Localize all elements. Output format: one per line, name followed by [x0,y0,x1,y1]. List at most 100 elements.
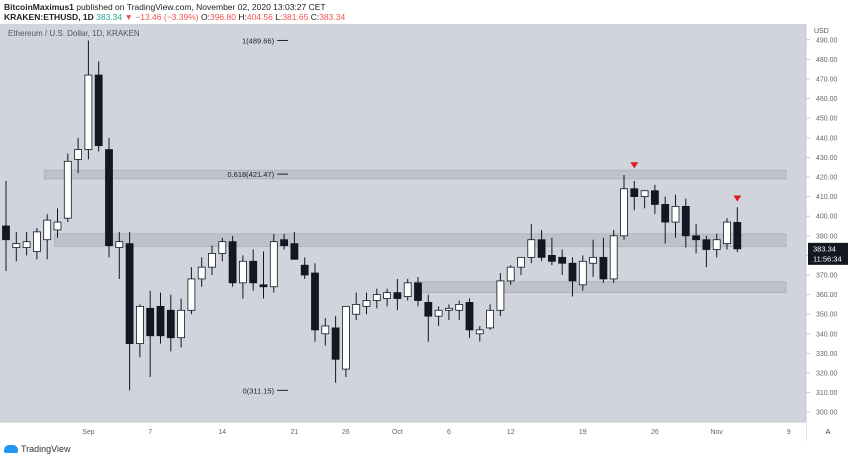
high-value: 404.56 [246,12,273,22]
candle-up [444,307,453,311]
candle-up [218,241,227,254]
candle-up [383,292,392,299]
candle-down [331,327,340,360]
auto-scale-button[interactable]: A [825,427,830,436]
candle-up [352,303,361,315]
open-value: 396.80 [209,12,236,22]
time-tick-label: 21 [291,429,299,436]
plot-area[interactable] [0,24,806,422]
candle-down [311,272,319,331]
candle-up [135,305,144,344]
candle-up [640,190,649,198]
price-tick-label: 470.00 [816,77,838,84]
candle-down [94,74,103,147]
candle-down [599,256,608,280]
candle-up [517,256,525,268]
candle-up [671,205,680,223]
logo-text: TradingView [21,444,71,454]
low-value: 381.65 [282,12,309,22]
price-tick-label: 390.00 [816,233,838,240]
fib-level-label: 0(311.15) [243,386,275,395]
price-axis-unit: USD [814,28,829,35]
footer-bar: TradingView [0,441,850,459]
candle-up [609,235,618,280]
candle-down [228,241,237,284]
candle-up [620,188,628,237]
candle-up [372,294,381,301]
current-price-value: 383.34 [813,244,836,253]
close-label: C: [310,12,320,22]
sr-zone [414,281,787,293]
price-tick-label: 310.00 [816,390,838,397]
author-name[interactable]: BitcoinMaximus1 [4,2,74,12]
time-tick-label: Sep [82,429,95,436]
sr-zone [43,169,787,180]
time-tick-label: 14 [218,429,226,436]
candle-up [238,260,247,284]
time-tick-label: 12 [507,429,515,436]
price-tick-label: 300.00 [816,410,838,417]
candle-up [723,221,731,245]
price-tick-label: 420.00 [816,175,838,182]
time-axis[interactable] [0,422,806,441]
price-tick-label: 430.00 [816,155,838,162]
symbol-label: KRAKEN:ETHUSD, 1D [4,12,94,22]
candle-up [486,309,495,329]
down-arrow-marker [733,195,742,202]
price-tick-label: 410.00 [816,194,838,201]
candle-up [43,219,52,241]
fib-level-label: 0.618(421.47) [227,170,274,179]
price-tick-label: 350.00 [816,312,838,319]
candle-down [290,243,299,260]
candle-up [84,74,93,150]
price-axis[interactable] [806,24,850,441]
candle-down [692,235,700,241]
price-chart[interactable]: Ethereum / U.S. Dollar, 1D, KRAKEN 1(489.… [0,24,850,441]
low-label: L: [275,12,283,22]
candle-up [475,329,484,335]
candle-down [424,302,433,317]
price-tick-label: 320.00 [816,371,838,378]
candle-down [651,190,659,205]
price-tick-label: 340.00 [816,331,838,338]
candle-up [712,239,721,250]
down-arrow-marker [630,162,639,169]
candle-up [496,280,505,311]
candle-up [177,309,186,339]
candle-down [146,307,155,337]
high-label: H: [238,12,247,22]
bar-countdown: 11:56:34 [813,254,842,263]
candle-down [414,282,422,301]
price-tick-label: 490.00 [816,37,838,44]
candle-down [630,188,639,197]
candle-down [259,284,268,288]
time-tick-label: 7 [148,429,152,436]
candle-up [362,300,371,307]
time-tick-label: 19 [579,429,587,436]
candle-down [125,243,134,344]
fib-level-label: 1(489.66) [242,36,275,45]
candle-up [63,160,72,219]
candle-up [506,266,515,282]
candle-down [166,309,175,339]
candle-down [702,239,711,250]
sr-zone [54,233,787,247]
change-value: −13.46 (−3.39%) [135,12,199,22]
candle-down [548,254,556,262]
candle-up [197,266,206,280]
candle-up [74,149,82,160]
candle-up [115,241,124,248]
tradingview-logo[interactable]: TradingView [4,444,71,454]
current-price-tag [808,242,848,265]
down-triangle-icon: ▼ [124,12,133,22]
candle-down [465,302,474,331]
candle-down [568,262,577,282]
last-price: 383.34 [96,12,123,22]
candle-up [187,278,196,311]
publish-text: published on TradingView.com, November 0… [76,2,326,12]
candle-down [558,256,567,264]
candle-down [280,239,289,247]
candle-up [589,256,597,264]
time-tick-label: 9 [787,429,791,436]
candle-down [105,149,113,246]
